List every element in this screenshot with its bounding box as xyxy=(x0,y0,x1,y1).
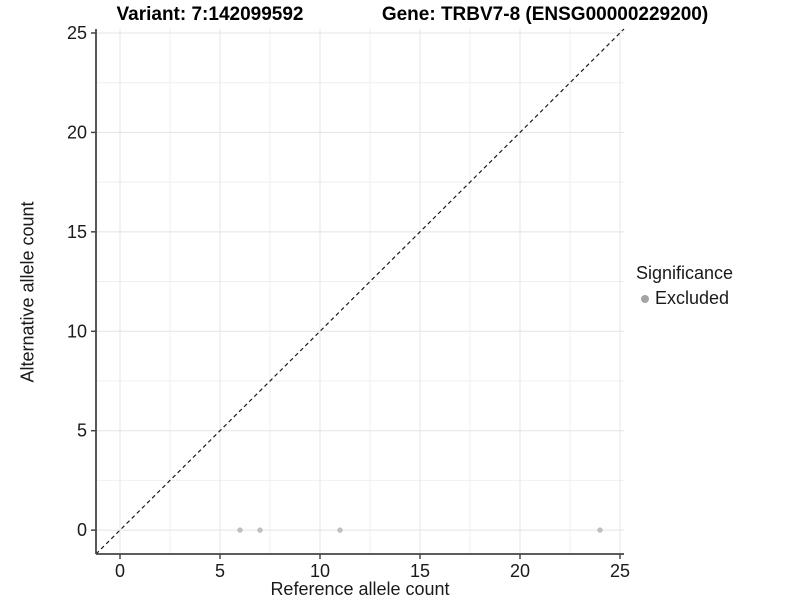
legend-item-label: Excluded xyxy=(655,288,730,308)
y-tick-label: 0 xyxy=(77,520,87,540)
identity-reference-line xyxy=(95,28,625,555)
x-tick-label: 0 xyxy=(115,561,125,581)
legend-title: Significance xyxy=(636,263,734,283)
x-axis-title: Reference allele count xyxy=(270,579,450,599)
data-point xyxy=(257,527,263,533)
legend-item-excluded: Excluded xyxy=(636,288,733,309)
data-point xyxy=(597,527,603,533)
x-tick-label: 15 xyxy=(410,561,430,581)
data-point xyxy=(337,527,343,533)
y-tick-label: 5 xyxy=(77,421,87,441)
legend-key xyxy=(636,294,653,303)
y-tick-label: 20 xyxy=(67,122,87,142)
y-tick-label: 25 xyxy=(67,23,87,43)
x-tick-label: 20 xyxy=(510,561,530,581)
gene-title: Gene: TRBV7-8 (ENSG00000229200) xyxy=(381,4,709,25)
legend: Significance Excluded xyxy=(636,263,733,309)
x-tick-label: 25 xyxy=(610,561,630,581)
y-axis-title: Alternative allele count xyxy=(17,201,38,383)
x-tick-label: 5 xyxy=(215,561,225,581)
circle-icon xyxy=(640,294,649,303)
y-tick-label: 10 xyxy=(67,321,87,341)
x-tick-label: 10 xyxy=(310,561,330,581)
y-tick-label: 15 xyxy=(67,222,87,242)
variant-title: Variant: 7:142099592 xyxy=(116,4,304,25)
data-point xyxy=(237,527,243,533)
